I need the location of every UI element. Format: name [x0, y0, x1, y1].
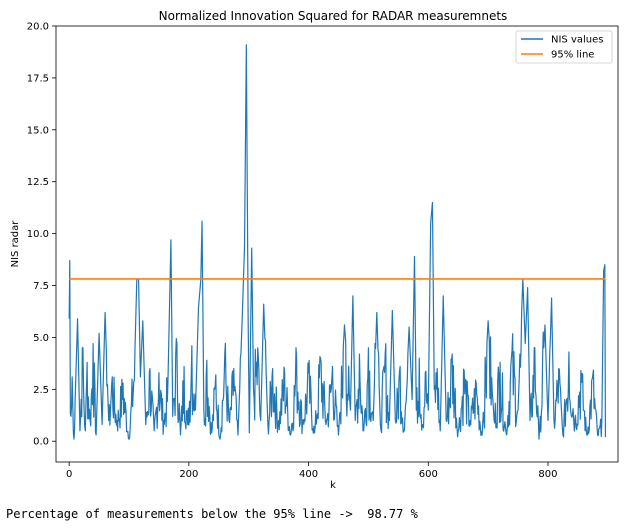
x-tick-label: 800: [538, 469, 557, 480]
y-tick-label: 12.5: [27, 177, 49, 188]
x-tick-label: 600: [419, 469, 438, 480]
legend: NIS values 95% line: [515, 30, 613, 64]
legend-label-nis: NIS values: [551, 35, 603, 46]
y-tick-label: 17.5: [27, 73, 49, 84]
chart-title: Normalized Innovation Squared for RADAR …: [159, 9, 508, 23]
x-tick-label: 0: [66, 469, 72, 480]
percentage-output: Percentage of measurements below the 95%…: [6, 507, 418, 521]
legend-label-95: 95% line: [551, 50, 594, 61]
y-tick-label: 20.0: [27, 22, 49, 33]
y-tick-label: 15.0: [27, 125, 49, 136]
plot-frame: [55, 25, 619, 463]
y-tick-label: 10.0: [27, 229, 49, 240]
x-axis-label: k: [330, 480, 336, 491]
x-tick-label: 200: [179, 469, 198, 480]
y-tick-label: 7.5: [33, 281, 49, 292]
series-line-nis: [68, 44, 607, 440]
y-axis-label: NIS radar: [10, 220, 21, 268]
x-tick-label: 400: [299, 469, 318, 480]
nis-chart: Normalized Innovation Squared for RADAR …: [10, 9, 619, 491]
y-tick-label: 2.5: [33, 385, 49, 396]
y-tick-label: 0.0: [33, 437, 49, 448]
y-tick-label: 5.0: [33, 333, 49, 344]
